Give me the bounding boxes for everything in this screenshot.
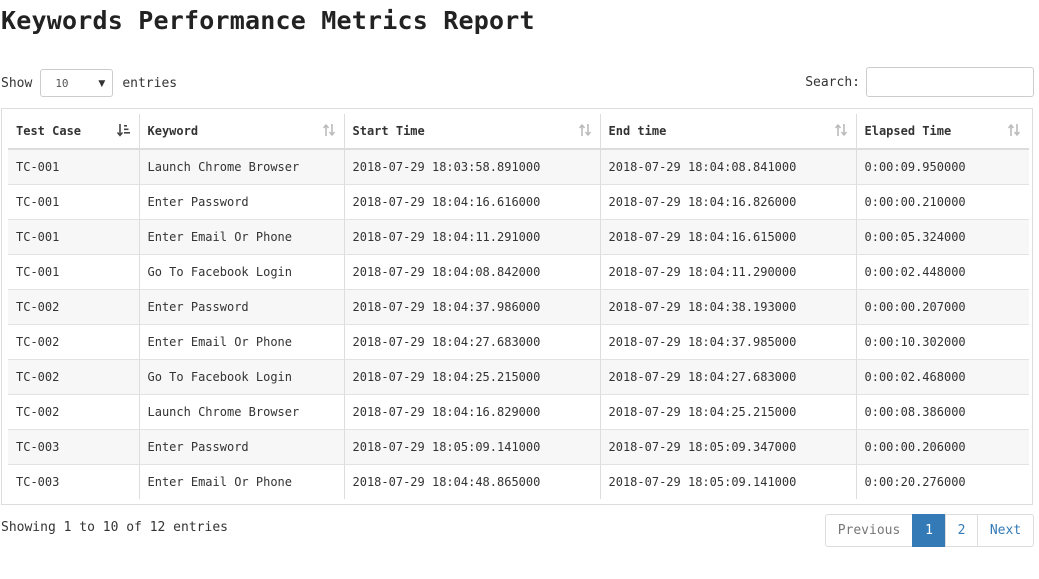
cell-end-time: 2018-07-29 18:04:16.615000 — [599, 219, 856, 255]
table-row: TC-003 Enter Email Or Phone 2018-07-29 1… — [8, 464, 1029, 499]
cell-test-case: TC-003 — [8, 429, 139, 465]
entries-per-page-value: 10 — [55, 76, 69, 90]
cell-keyword: Enter Email Or Phone — [138, 464, 344, 499]
next-page-button[interactable]: Next — [977, 514, 1034, 547]
cell-elapsed-time: 0:00:00.206000 — [855, 429, 1029, 465]
page-1-button[interactable]: 1 — [912, 514, 946, 547]
table-row: TC-003 Enter Password 2018-07-29 18:05:0… — [8, 429, 1029, 465]
column-header-end-time[interactable]: End time — [599, 114, 856, 150]
cell-end-time: 2018-07-29 18:04:11.290000 — [599, 254, 856, 290]
table-row: TC-001 Launch Chrome Browser 2018-07-29 … — [8, 149, 1029, 185]
caret-down-icon: ▼ — [98, 79, 106, 89]
cell-keyword: Enter Password — [138, 429, 344, 465]
table-info: Showing 1 to 10 of 12 entries — [1, 520, 228, 535]
cell-end-time: 2018-07-29 18:04:27.683000 — [599, 359, 856, 395]
cell-elapsed-time: 0:00:08.386000 — [855, 394, 1029, 430]
sort-both-icon — [578, 123, 591, 137]
cell-end-time: 2018-07-29 18:05:09.347000 — [599, 429, 856, 465]
column-header-test-case[interactable]: Test Case — [8, 114, 139, 150]
table-row: TC-002 Enter Email Or Phone 2018-07-29 1… — [8, 324, 1029, 360]
cell-elapsed-time: 0:00:00.207000 — [855, 289, 1029, 325]
cell-start-time: 2018-07-29 18:05:09.141000 — [343, 429, 600, 465]
cell-start-time: 2018-07-29 18:04:16.829000 — [343, 394, 600, 430]
cell-start-time: 2018-07-29 18:04:48.865000 — [343, 464, 600, 499]
sort-both-icon — [834, 123, 847, 137]
cell-end-time: 2018-07-29 18:04:25.215000 — [599, 394, 856, 430]
column-header-start-time[interactable]: Start Time — [343, 114, 600, 150]
cell-keyword: Launch Chrome Browser — [138, 394, 344, 430]
table-row: TC-002 Launch Chrome Browser 2018-07-29 … — [8, 394, 1029, 430]
column-label: End time — [608, 124, 667, 138]
cell-keyword: Go To Facebook Login — [138, 254, 344, 290]
table-row: TC-001 Enter Password 2018-07-29 18:04:1… — [8, 184, 1029, 220]
cell-test-case: TC-001 — [8, 254, 139, 290]
search-input[interactable] — [866, 67, 1034, 97]
column-label: Keyword — [147, 124, 199, 138]
cell-keyword: Enter Email Or Phone — [138, 219, 344, 255]
sort-amount-asc-icon — [116, 124, 130, 137]
cell-start-time: 2018-07-29 18:04:37.986000 — [343, 289, 600, 325]
cell-test-case: TC-001 — [8, 219, 139, 255]
cell-start-time: 2018-07-29 18:04:08.842000 — [343, 254, 600, 290]
previous-page-button[interactable]: Previous — [825, 514, 913, 547]
cell-start-time: 2018-07-29 18:04:27.683000 — [343, 324, 600, 360]
cell-end-time: 2018-07-29 18:04:37.985000 — [599, 324, 856, 360]
table-row: TC-001 Enter Email Or Phone 2018-07-29 1… — [8, 219, 1029, 255]
cell-end-time: 2018-07-29 18:05:09.141000 — [599, 464, 856, 499]
cell-test-case: TC-001 — [8, 184, 139, 220]
table-body: TC-001 Launch Chrome Browser 2018-07-29 … — [8, 149, 1029, 499]
table-row: TC-002 Enter Password 2018-07-29 18:04:3… — [8, 289, 1029, 325]
cell-elapsed-time: 0:00:00.210000 — [855, 184, 1029, 220]
page-title: Keywords Performance Metrics Report — [1, 6, 535, 35]
table-header-row: Test Case Keyword — [8, 114, 1029, 150]
table-panel: Test Case Keyword — [1, 108, 1033, 505]
column-label: Test Case — [16, 124, 82, 138]
cell-keyword: Enter Email Or Phone — [138, 324, 344, 360]
cell-elapsed-time: 0:00:02.468000 — [855, 359, 1029, 395]
cell-elapsed-time: 0:00:09.950000 — [855, 149, 1029, 185]
cell-test-case: TC-002 — [8, 394, 139, 430]
show-label: Show — [1, 75, 33, 91]
sort-both-icon — [1007, 123, 1021, 137]
cell-start-time: 2018-07-29 18:04:11.291000 — [343, 219, 600, 255]
cell-test-case: TC-002 — [8, 359, 139, 395]
entries-per-page-select[interactable]: 10 ▼ — [40, 69, 114, 97]
cell-start-time: 2018-07-29 18:03:58.891000 — [343, 149, 600, 185]
column-header-elapsed-time[interactable]: Elapsed Time — [855, 114, 1029, 150]
cell-keyword: Enter Password — [138, 184, 344, 220]
cell-end-time: 2018-07-29 18:04:16.826000 — [599, 184, 856, 220]
keywords-table: Test Case Keyword — [8, 114, 1029, 499]
cell-elapsed-time: 0:00:20.276000 — [855, 464, 1029, 499]
column-label: Elapsed Time — [864, 124, 952, 138]
entries-length-control: Show 10 ▼ entries — [1, 68, 177, 98]
cell-start-time: 2018-07-29 18:04:25.215000 — [343, 359, 600, 395]
cell-test-case: TC-003 — [16, 474, 60, 489]
cell-keyword: Enter Password — [138, 289, 344, 325]
cell-end-time: 2018-07-29 18:04:38.193000 — [599, 289, 856, 325]
cell-elapsed-time: 0:00:05.324000 — [855, 219, 1029, 255]
cell-test-case: TC-002 — [8, 289, 139, 325]
table-row: TC-001 Go To Facebook Login 2018-07-29 1… — [8, 254, 1029, 290]
column-label: Start Time — [352, 124, 425, 138]
search-control: Search: — [805, 67, 1034, 97]
cell-start-time: 2018-07-29 18:04:16.616000 — [343, 184, 600, 220]
cell-keyword: Launch Chrome Browser — [138, 149, 344, 185]
page-2-button[interactable]: 2 — [945, 514, 978, 547]
cell-test-case: TC-001 — [8, 149, 139, 185]
entries-label: entries — [122, 75, 178, 91]
sort-both-icon — [322, 123, 335, 137]
pagination: Previous 1 2 Next — [825, 514, 1034, 547]
cell-test-case: TC-002 — [8, 324, 139, 360]
cell-end-time: 2018-07-29 18:04:08.841000 — [599, 149, 856, 185]
cell-elapsed-time: 0:00:10.302000 — [855, 324, 1029, 360]
table-row: TC-002 Go To Facebook Login 2018-07-29 1… — [8, 359, 1029, 395]
cell-elapsed-time: 0:00:02.448000 — [855, 254, 1029, 290]
search-label: Search: — [805, 74, 860, 90]
cell-keyword: Go To Facebook Login — [138, 359, 344, 395]
column-header-keyword[interactable]: Keyword — [138, 114, 344, 150]
